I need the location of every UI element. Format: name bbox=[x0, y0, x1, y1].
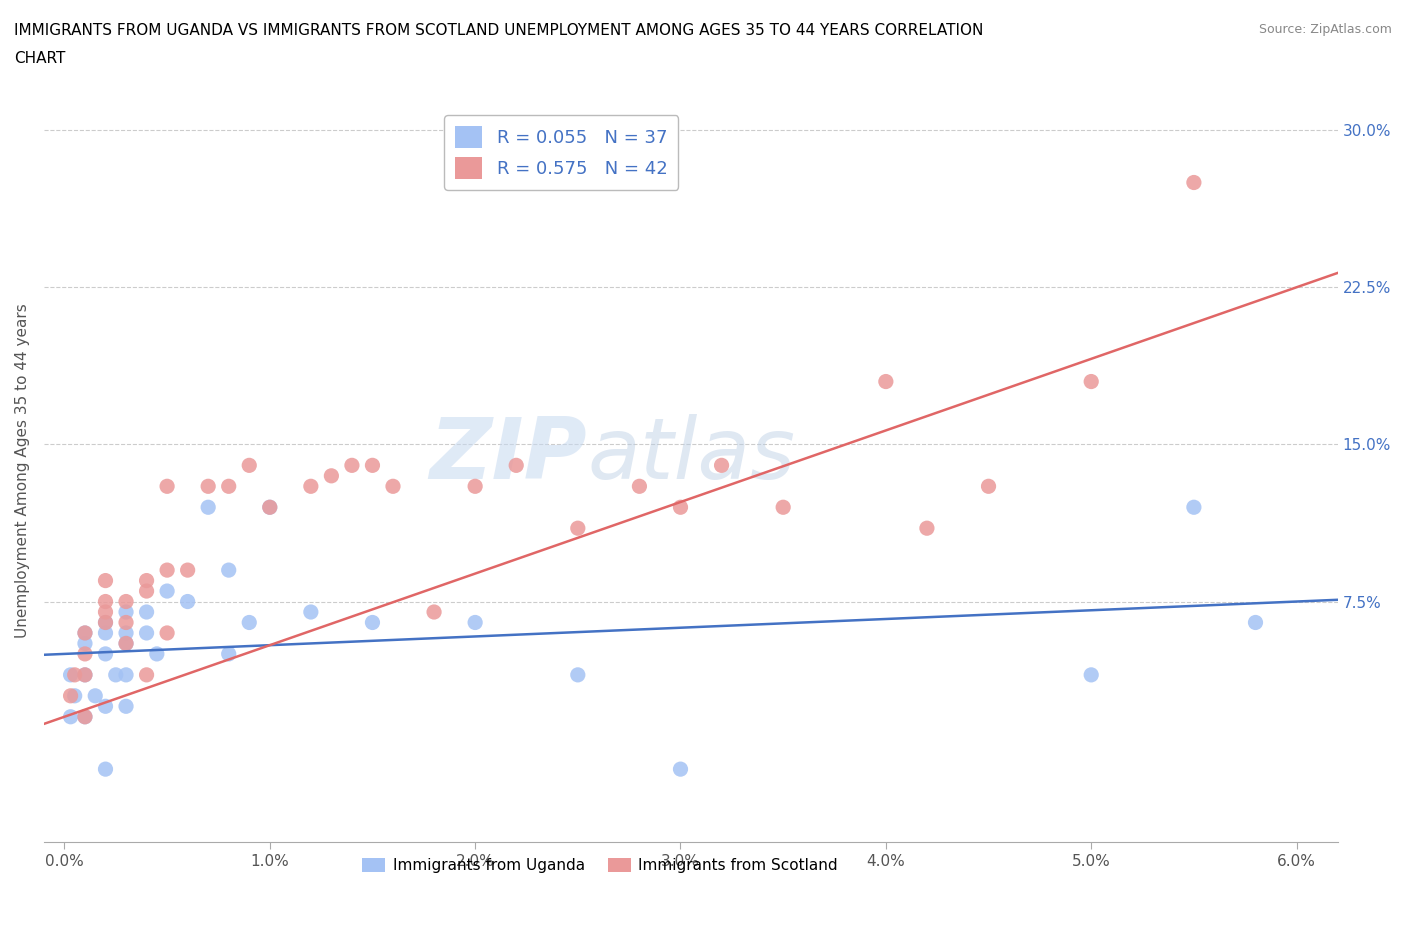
Point bbox=[382, 479, 405, 494]
Text: atlas: atlas bbox=[588, 414, 796, 498]
Point bbox=[59, 688, 82, 703]
Point bbox=[73, 710, 96, 724]
Point bbox=[94, 762, 117, 777]
Point bbox=[299, 604, 322, 619]
Point bbox=[710, 458, 733, 472]
Point bbox=[176, 563, 198, 578]
Point bbox=[63, 668, 86, 683]
Point bbox=[321, 469, 343, 484]
Point bbox=[1080, 374, 1102, 389]
Point bbox=[94, 698, 117, 713]
Point bbox=[340, 458, 363, 472]
Point bbox=[464, 615, 486, 630]
Point bbox=[115, 698, 138, 713]
Point bbox=[73, 626, 96, 641]
Point bbox=[73, 646, 96, 661]
Point bbox=[197, 479, 219, 494]
Point bbox=[915, 521, 938, 536]
Point bbox=[115, 636, 138, 651]
Point bbox=[73, 668, 96, 683]
Point bbox=[361, 615, 384, 630]
Point bbox=[361, 458, 384, 472]
Point bbox=[146, 646, 169, 661]
Text: CHART: CHART bbox=[14, 51, 66, 66]
Point bbox=[115, 604, 138, 619]
Point bbox=[669, 499, 692, 514]
Point bbox=[156, 584, 179, 599]
Y-axis label: Unemployment Among Ages 35 to 44 years: Unemployment Among Ages 35 to 44 years bbox=[15, 303, 30, 638]
Point bbox=[218, 563, 240, 578]
Point bbox=[156, 626, 179, 641]
Point bbox=[156, 479, 179, 494]
Point bbox=[94, 615, 117, 630]
Point bbox=[115, 626, 138, 641]
Point bbox=[94, 615, 117, 630]
Legend: Immigrants from Uganda, Immigrants from Scotland: Immigrants from Uganda, Immigrants from … bbox=[356, 852, 844, 880]
Point bbox=[505, 458, 527, 472]
Point bbox=[218, 479, 240, 494]
Point bbox=[84, 688, 107, 703]
Point bbox=[94, 626, 117, 641]
Point bbox=[238, 615, 260, 630]
Point bbox=[977, 479, 1000, 494]
Point bbox=[156, 563, 179, 578]
Point bbox=[115, 615, 138, 630]
Point bbox=[464, 479, 486, 494]
Point bbox=[135, 573, 157, 588]
Point bbox=[176, 594, 198, 609]
Point bbox=[299, 479, 322, 494]
Point bbox=[238, 458, 260, 472]
Point bbox=[1244, 615, 1267, 630]
Point bbox=[567, 668, 589, 683]
Text: IMMIGRANTS FROM UGANDA VS IMMIGRANTS FROM SCOTLAND UNEMPLOYMENT AMONG AGES 35 TO: IMMIGRANTS FROM UGANDA VS IMMIGRANTS FRO… bbox=[14, 23, 983, 38]
Point bbox=[59, 710, 82, 724]
Point bbox=[94, 594, 117, 609]
Point bbox=[259, 499, 281, 514]
Point bbox=[135, 604, 157, 619]
Point bbox=[423, 604, 446, 619]
Text: ZIP: ZIP bbox=[430, 414, 588, 498]
Point bbox=[1080, 668, 1102, 683]
Point bbox=[104, 668, 127, 683]
Point bbox=[115, 594, 138, 609]
Point bbox=[94, 646, 117, 661]
Point bbox=[772, 499, 794, 514]
Point bbox=[218, 646, 240, 661]
Point bbox=[1182, 499, 1205, 514]
Point bbox=[135, 626, 157, 641]
Point bbox=[1182, 175, 1205, 190]
Point bbox=[115, 636, 138, 651]
Point bbox=[669, 762, 692, 777]
Point bbox=[73, 668, 96, 683]
Point bbox=[63, 688, 86, 703]
Text: Source: ZipAtlas.com: Source: ZipAtlas.com bbox=[1258, 23, 1392, 36]
Point bbox=[628, 479, 651, 494]
Point bbox=[567, 521, 589, 536]
Point bbox=[73, 636, 96, 651]
Point bbox=[197, 499, 219, 514]
Point bbox=[59, 668, 82, 683]
Point bbox=[135, 584, 157, 599]
Point bbox=[115, 668, 138, 683]
Point bbox=[135, 668, 157, 683]
Point bbox=[875, 374, 897, 389]
Point bbox=[94, 604, 117, 619]
Point bbox=[94, 573, 117, 588]
Point bbox=[259, 499, 281, 514]
Point bbox=[73, 626, 96, 641]
Point bbox=[73, 710, 96, 724]
